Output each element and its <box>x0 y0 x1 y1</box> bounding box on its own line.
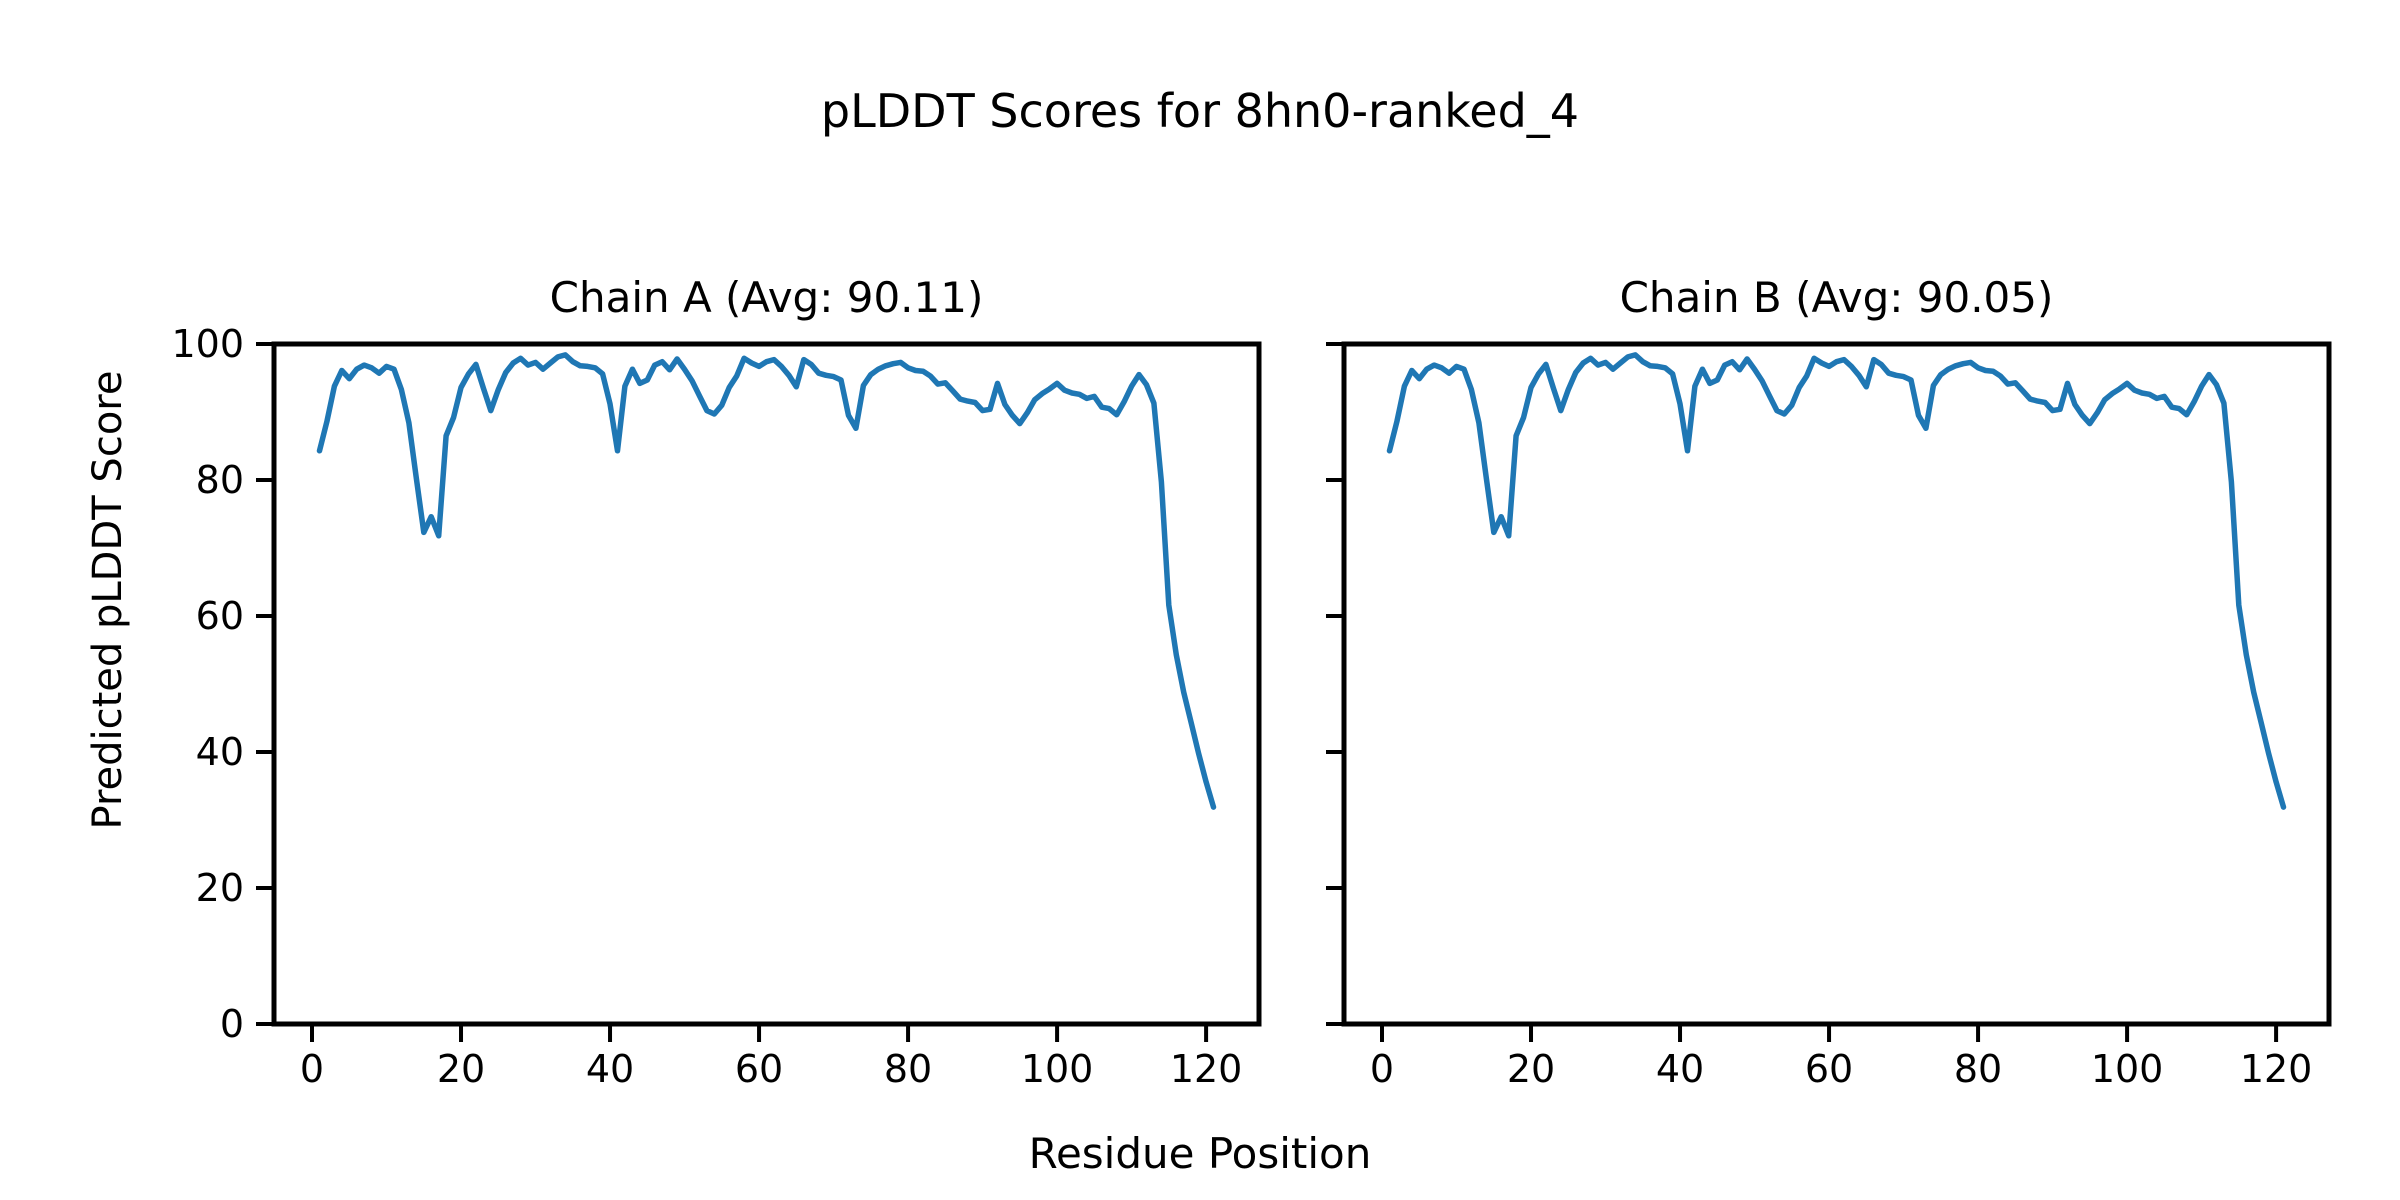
y-tick-label: 0 <box>220 1002 244 1046</box>
subplot-title-chain-b: Chain B (Avg: 90.05) <box>1619 273 2054 322</box>
y-tick-label: 100 <box>171 322 244 366</box>
x-tick-label: 100 <box>1021 1047 1094 1091</box>
x-tick-label: 20 <box>1507 1047 1555 1091</box>
x-tick-label: 20 <box>437 1047 485 1091</box>
plddt-line-chain-b <box>1386 352 2287 810</box>
y-tick-label: 80 <box>196 458 244 502</box>
figure-title: pLDDT Scores for 8hn0-ranked_4 <box>820 84 1580 138</box>
y-tick-label: 60 <box>196 594 244 638</box>
x-tick-label: 60 <box>735 1047 783 1091</box>
x-tick-label: 40 <box>586 1047 634 1091</box>
x-tick-label: 120 <box>1170 1047 1243 1091</box>
x-tick-label: 60 <box>1805 1047 1853 1091</box>
y-tick-label: 40 <box>196 730 244 774</box>
x-tick-label: 0 <box>1370 1047 1394 1091</box>
x-tick-label: 40 <box>1656 1047 1704 1091</box>
axes-spines-chain-a <box>271 341 1262 1027</box>
y-tick-label: 20 <box>196 866 244 910</box>
x-tick-label: 0 <box>300 1047 324 1091</box>
x-tick-label: 100 <box>2091 1047 2164 1091</box>
x-tick-label: 80 <box>884 1047 932 1091</box>
plddt-line-chain-a <box>316 352 1217 810</box>
x-axis-label: Residue Position <box>1028 1129 1372 1178</box>
x-tick-label: 120 <box>2240 1047 2313 1091</box>
axes-spines-chain-b <box>1341 341 2332 1027</box>
x-tick-label: 80 <box>1954 1047 2002 1091</box>
subplot-title-chain-a: Chain A (Avg: 90.11) <box>549 273 984 322</box>
